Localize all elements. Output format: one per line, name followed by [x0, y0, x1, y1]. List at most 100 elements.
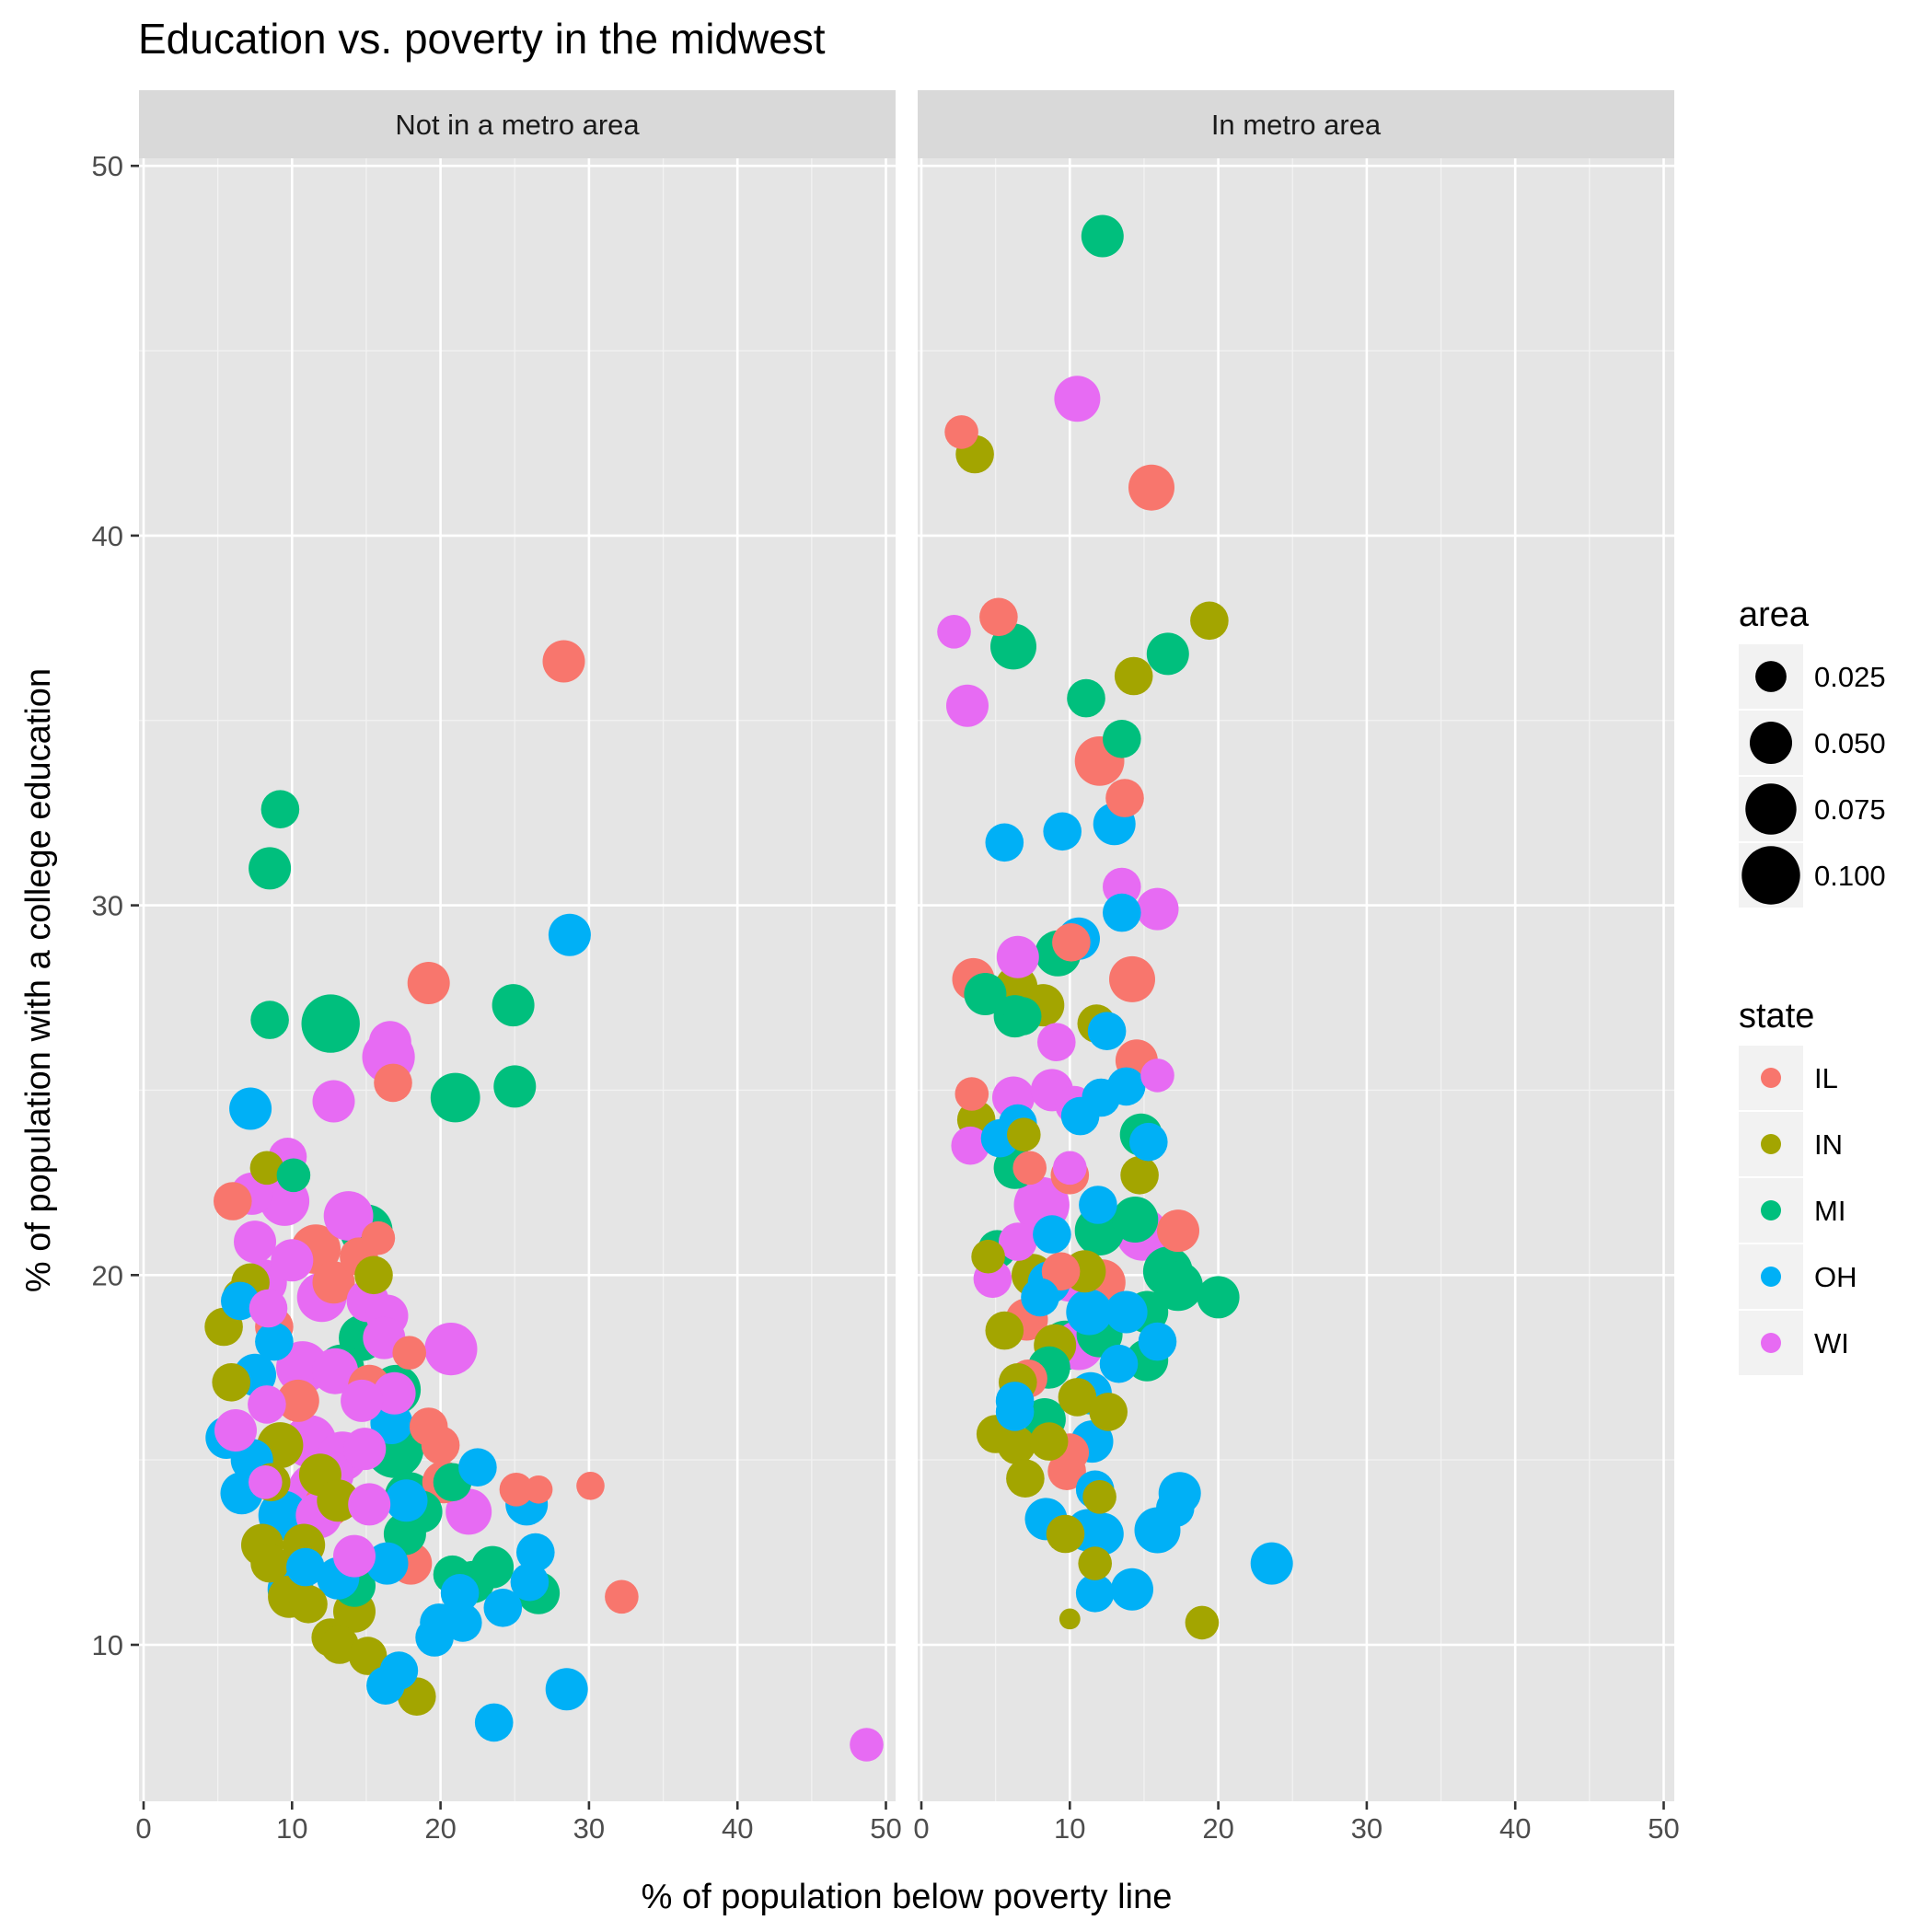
data-point-oh — [286, 1547, 325, 1587]
data-point-wi — [333, 1534, 376, 1578]
data-point-il — [499, 1473, 534, 1507]
points-right — [937, 214, 1293, 1640]
color-legend-label: IL — [1814, 1062, 1838, 1094]
y-tick-label: 10 — [92, 1629, 123, 1661]
data-point-oh — [1156, 1488, 1195, 1528]
data-point-mi — [964, 973, 1007, 1015]
data-point-wi — [271, 1239, 314, 1282]
data-point-oh — [995, 1382, 1035, 1420]
data-point-in — [1185, 1605, 1220, 1640]
data-point-in — [354, 1255, 393, 1295]
data-point-in — [1046, 1514, 1085, 1554]
color-legend-dot — [1761, 1333, 1781, 1353]
data-point-in — [1007, 1117, 1041, 1151]
strip-label-left: Not in a metro area — [395, 109, 640, 141]
x-tick-label: 20 — [424, 1812, 456, 1845]
data-point-mi — [430, 1072, 480, 1123]
data-point-mi — [1112, 1197, 1159, 1243]
data-point-oh — [1099, 1344, 1139, 1383]
data-point-il — [1109, 955, 1155, 1002]
data-point-mi — [250, 1001, 289, 1039]
strip-right — [918, 90, 1674, 158]
facet-left: Not in a metro area — [139, 90, 896, 1801]
data-point-in — [985, 1311, 1024, 1350]
data-point-oh — [1081, 1512, 1124, 1556]
x-tick-label: 20 — [1202, 1812, 1233, 1845]
color-legend-label: OH — [1814, 1261, 1857, 1293]
data-point-in — [1114, 656, 1153, 696]
data-point-oh — [1105, 1290, 1148, 1334]
x-axis-left: 0 10 20 30 40 50 — [135, 1801, 902, 1845]
y-tick-label: 50 — [92, 150, 123, 182]
data-point-oh — [474, 1703, 514, 1742]
data-point-oh — [1129, 1122, 1168, 1162]
data-point-wi — [1037, 1023, 1076, 1061]
data-point-wi — [999, 1222, 1037, 1261]
x-tick-label: 30 — [1351, 1812, 1382, 1845]
size-legend-label: 0.025 — [1814, 661, 1886, 693]
data-point-wi — [951, 1126, 989, 1165]
data-point-oh — [545, 1668, 588, 1711]
data-point-wi — [1054, 376, 1101, 422]
data-point-mi — [301, 994, 360, 1053]
data-point-il — [576, 1472, 605, 1500]
size-legend-label: 0.075 — [1814, 793, 1886, 826]
data-point-oh — [1043, 812, 1082, 851]
x-tick-label: 50 — [870, 1812, 901, 1845]
data-point-wi — [248, 1385, 286, 1424]
data-point-wi — [368, 1021, 411, 1064]
y-axis: 10 20 30 40 50 — [92, 150, 139, 1661]
data-point-oh — [1111, 1568, 1153, 1611]
data-point-wi — [373, 1371, 416, 1415]
data-point-wi — [424, 1323, 478, 1376]
data-point-in — [250, 1544, 289, 1583]
data-point-wi — [249, 1465, 283, 1499]
points-left — [204, 640, 884, 1762]
data-point-oh — [1087, 1012, 1127, 1050]
data-point-il — [407, 962, 450, 1004]
x-tick-label: 40 — [1499, 1812, 1531, 1845]
data-point-oh — [379, 1651, 419, 1690]
data-point-il — [944, 415, 978, 449]
color-legend-dot — [1761, 1200, 1781, 1221]
data-point-oh — [510, 1562, 550, 1602]
data-point-in — [317, 1479, 360, 1522]
color-legend-dot — [1761, 1134, 1781, 1154]
data-point-il — [1012, 1151, 1047, 1186]
data-point-mi — [1067, 678, 1105, 718]
data-point-wi — [234, 1221, 276, 1264]
data-point-in — [971, 1239, 1005, 1274]
data-point-mi — [493, 1065, 537, 1108]
data-point-wi — [1136, 887, 1179, 931]
data-point-il — [1052, 923, 1091, 962]
data-point-in — [348, 1637, 388, 1675]
chart-title: Education vs. poverty in the midwest — [138, 15, 826, 63]
color-legend-label: IN — [1814, 1128, 1843, 1161]
data-point-mi — [249, 847, 292, 890]
data-point-il — [361, 1221, 396, 1255]
x-tick-label: 10 — [276, 1812, 307, 1845]
data-point-oh — [1033, 1215, 1071, 1254]
size-legend-dot — [1741, 846, 1800, 905]
data-point-in — [289, 1585, 328, 1624]
data-point-il — [392, 1336, 427, 1370]
data-point-in — [212, 1363, 250, 1402]
data-point-oh — [1079, 1186, 1117, 1224]
data-point-oh — [229, 1087, 272, 1130]
size-legend-title: area — [1739, 596, 1810, 634]
size-legend-dot — [1745, 783, 1797, 835]
size-legend-label: 0.050 — [1814, 727, 1886, 759]
color-legend-label: MI — [1814, 1195, 1845, 1227]
data-point-il — [1041, 1252, 1081, 1291]
data-point-oh — [444, 1603, 482, 1642]
data-point-wi — [312, 1348, 359, 1394]
data-point-oh — [1250, 1542, 1293, 1585]
data-point-mi — [1103, 720, 1141, 758]
data-point-oh — [440, 1574, 480, 1613]
data-point-wi — [850, 1728, 884, 1762]
y-tick-label: 30 — [92, 890, 123, 922]
data-point-wi — [312, 1080, 355, 1123]
data-point-oh — [385, 1479, 428, 1522]
data-point-oh — [1103, 893, 1141, 932]
